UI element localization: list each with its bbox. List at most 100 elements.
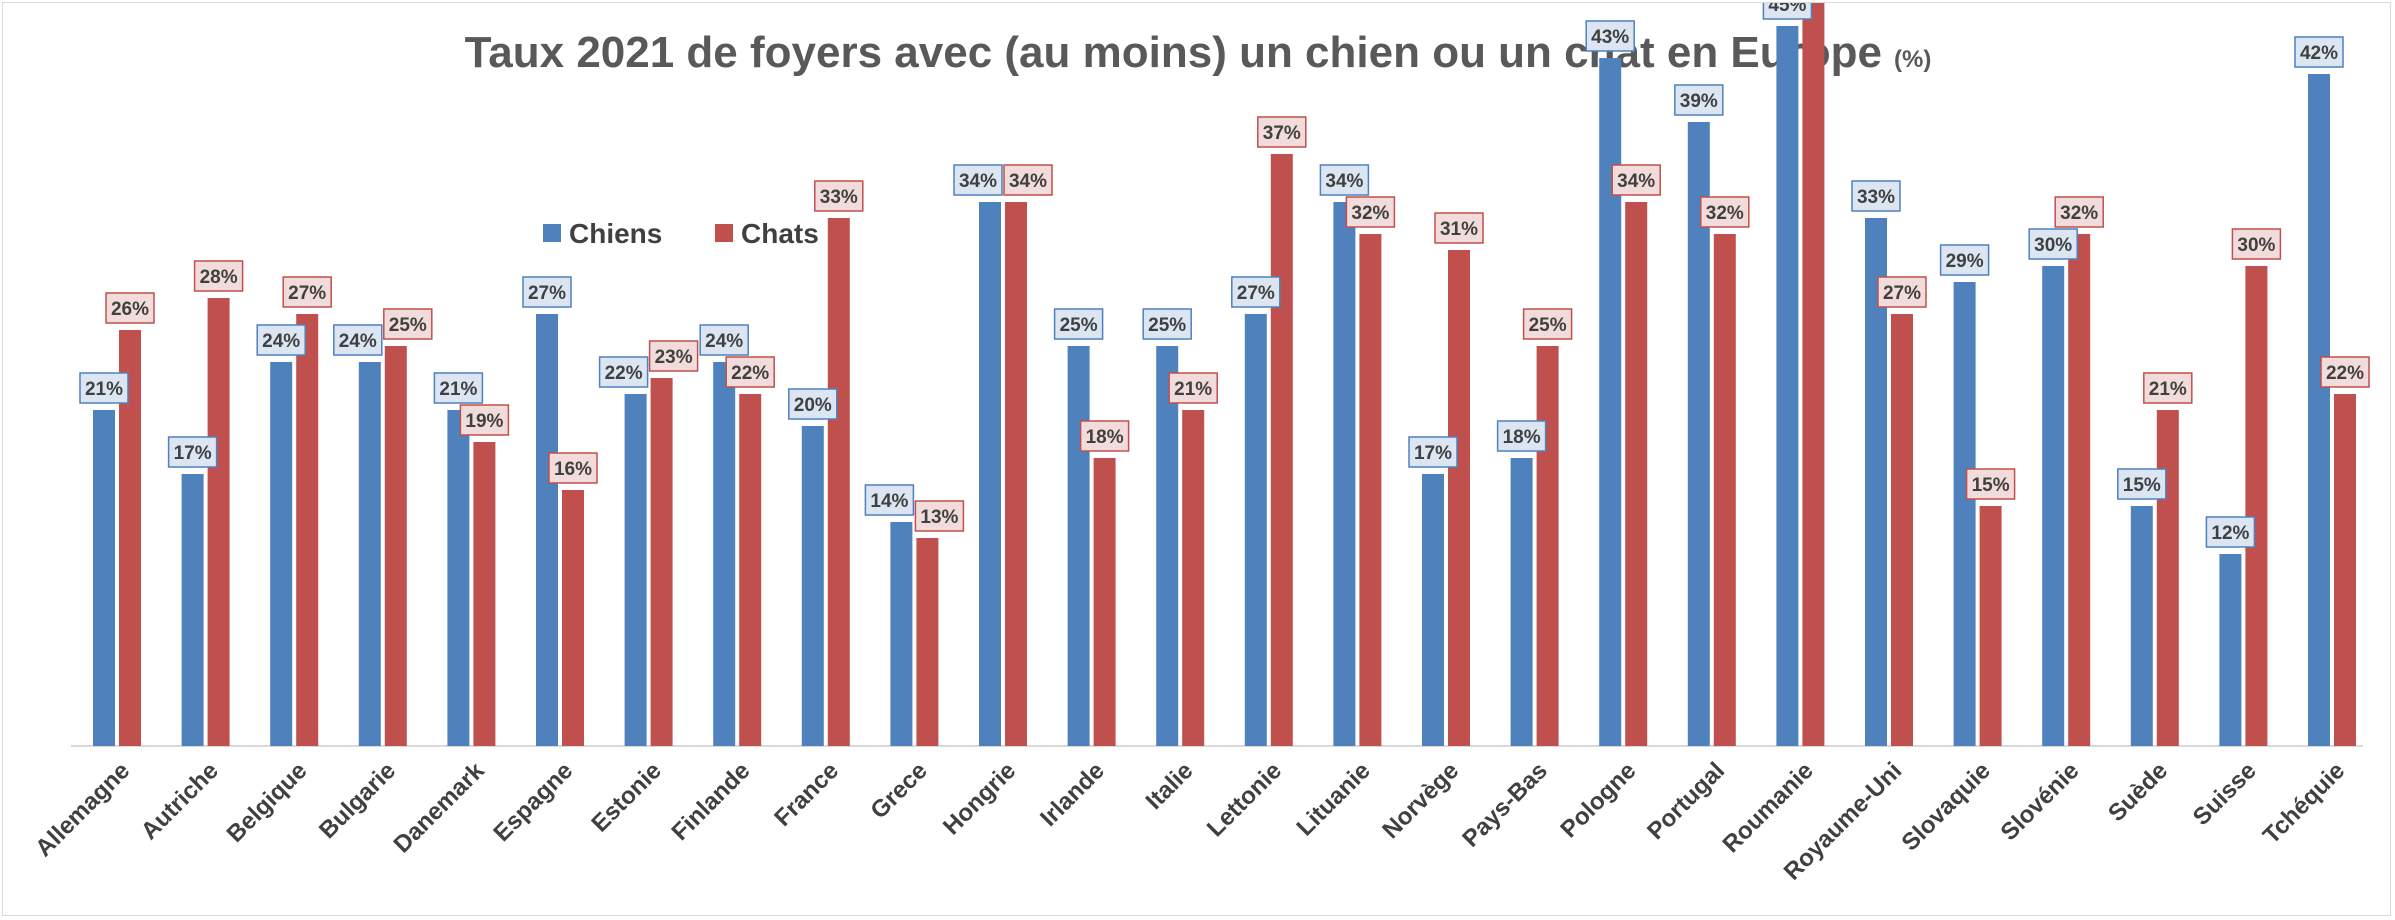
data-label-box-chats-norvege <box>1434 212 1484 244</box>
data-label-text-chats-bulgarie: 25% <box>389 315 427 336</box>
data-label-box-chiens-suede <box>2117 468 2167 500</box>
x-tick-label-espagne: Espagne <box>488 757 578 847</box>
data-label-text-chiens-suede: 15% <box>2123 475 2161 496</box>
data-label-box-chats-estonie <box>648 340 699 372</box>
bar-chats-pologne <box>1625 202 1648 746</box>
bar-chats-espagne <box>562 490 584 746</box>
data-label-chiens-slovaquie: 29% <box>1939 244 1990 276</box>
x-tick-label-portugal: Portugal <box>1642 757 1730 845</box>
data-label-box-chiens-autriche <box>167 436 218 468</box>
bar-chiens-espagne <box>536 314 558 746</box>
data-label-chats-tchequie: 22% <box>2320 356 2370 388</box>
data-label-box-chiens-roumanie <box>1762 3 1813 20</box>
x-tick-label-slovenie: Slovénie <box>1996 757 2085 846</box>
data-label-chats-slovenie: 32% <box>2054 196 2104 228</box>
bar-chiens-slovaquie <box>1953 282 1976 746</box>
bar-chats-norvege <box>1448 250 1470 746</box>
data-label-text-chiens-royaume-uni: 33% <box>1857 187 1895 208</box>
data-label-box-chats-irlande <box>1079 420 1130 452</box>
data-label-text-chats-belgique: 27% <box>288 283 326 304</box>
bar-chats-slovaquie <box>1979 506 2002 746</box>
data-label-box-chiens-allemagne <box>79 372 129 404</box>
data-label-box-chiens-bulgarie <box>333 324 383 356</box>
data-label-chats-allemagne: 26% <box>105 292 155 324</box>
bar-chiens-grece <box>890 522 913 746</box>
data-label-chiens-autriche: 17% <box>167 436 218 468</box>
bar-chats-estonie <box>650 378 673 746</box>
bar-chats-grece <box>916 538 939 746</box>
data-label-text-chiens-lettonie: 27% <box>1237 283 1275 304</box>
x-tick-label-hongrie: Hongrie <box>938 757 1021 840</box>
data-label-text-chiens-roumanie: 45% <box>1768 3 1806 16</box>
data-label-chats-france: 33% <box>814 180 864 212</box>
bar-chats-royaume-uni <box>1891 314 1913 746</box>
x-tick-label-suede: Suède <box>2103 757 2173 827</box>
data-label-chats-irlande: 18% <box>1079 420 1130 452</box>
chart-title-unit: (%) <box>1894 46 1931 73</box>
bar-chiens-norvege <box>1422 474 1444 746</box>
data-label-text-chiens-belgique: 24% <box>262 331 300 352</box>
legend-swatch-chiens <box>543 224 561 242</box>
data-label-chiens-allemagne: 21% <box>79 372 129 404</box>
data-label-chiens-lituanie: 34% <box>1319 164 1370 196</box>
legend: Chiens Chats <box>543 218 819 249</box>
data-label-chiens-italie: 25% <box>1142 308 1192 340</box>
bar-chats-finlande <box>739 394 762 746</box>
data-label-box-chats-italie <box>1168 372 1218 404</box>
data-label-text-chats-slovaquie: 15% <box>1972 475 2010 496</box>
bar-chiens-suisse <box>2219 554 2242 746</box>
data-label-chiens-suisse: 12% <box>2205 516 2256 548</box>
x-tick-label-pologne: Pologne <box>1555 757 1641 843</box>
data-label-chats-autriche: 28% <box>193 260 244 292</box>
chart-svg: Taux 2021 de foyers avec (au moins) un c… <box>30 3 2370 886</box>
data-label-text-chiens-allemagne: 21% <box>85 379 123 400</box>
bar-chiens-lettonie <box>1244 314 1267 746</box>
data-label-text-chats-tchequie: 22% <box>2326 363 2364 384</box>
data-label-text-chats-lituanie: 32% <box>1351 203 1389 224</box>
data-label-chats-portugal: 32% <box>1700 196 1750 228</box>
bar-chiens-allemagne <box>93 410 115 746</box>
data-label-text-chiens-espagne: 27% <box>528 283 566 304</box>
x-tick-label-estonie: Estonie <box>586 757 666 837</box>
data-label-chats-finlande: 22% <box>725 356 775 388</box>
legend-label-chiens: Chiens <box>569 218 662 249</box>
data-label-text-chiens-norvege: 17% <box>1414 443 1452 464</box>
bar-chiens-pologne <box>1599 58 1622 746</box>
x-tick-label-finlande: Finlande <box>667 757 756 846</box>
data-label-text-chats-suede: 21% <box>2149 379 2187 400</box>
data-label-box-chats-bulgarie <box>383 308 433 340</box>
data-label-text-chiens-france: 20% <box>794 395 832 416</box>
bar-chiens-danemark <box>447 410 470 746</box>
data-label-chiens-royaume-uni: 33% <box>1851 180 1901 212</box>
data-label-text-chats-autriche: 28% <box>200 267 238 288</box>
data-label-chats-lettonie: 37% <box>1257 116 1307 148</box>
data-label-chiens-bulgarie: 24% <box>333 324 383 356</box>
data-label-chats-suede: 21% <box>2143 372 2193 404</box>
data-label-chats-espagne: 16% <box>548 452 598 484</box>
data-label-chats-pologne: 34% <box>1611 164 1661 196</box>
data-label-box-chiens-hongrie <box>953 164 1003 196</box>
x-tick-label-pays-bas: Pays-Bas <box>1457 757 1553 853</box>
data-label-text-chats-pologne: 34% <box>1617 171 1655 192</box>
data-label-chats-grece: 13% <box>914 500 965 532</box>
data-label-box-chats-belgique <box>282 276 332 308</box>
data-label-box-chiens-suisse <box>2205 516 2256 548</box>
data-label-text-chats-grece: 13% <box>920 507 958 528</box>
data-label-chiens-pays-bas: 18% <box>1496 420 1547 452</box>
data-label-text-chiens-danemark: 21% <box>439 379 477 400</box>
data-label-chiens-pologne: 43% <box>1585 20 1635 52</box>
bar-chiens-irlande <box>1067 346 1090 746</box>
bar-chiens-roumanie <box>1776 26 1799 746</box>
bar-chats-danemark <box>473 442 496 746</box>
bar-chiens-bulgarie <box>358 362 381 746</box>
data-label-text-chats-estonie: 23% <box>655 347 693 368</box>
data-label-text-chiens-tchequie: 42% <box>2300 43 2338 64</box>
bar-chats-portugal <box>1713 234 1736 746</box>
data-label-box-chats-suisse <box>2231 228 2282 260</box>
data-label-text-chats-suisse: 30% <box>2237 235 2275 256</box>
x-tick-label-france: France <box>769 757 844 832</box>
data-label-text-chats-royaume-uni: 27% <box>1883 283 1921 304</box>
bar-chats-lituanie <box>1359 234 1382 746</box>
bar-chiens-finlande <box>713 362 736 746</box>
